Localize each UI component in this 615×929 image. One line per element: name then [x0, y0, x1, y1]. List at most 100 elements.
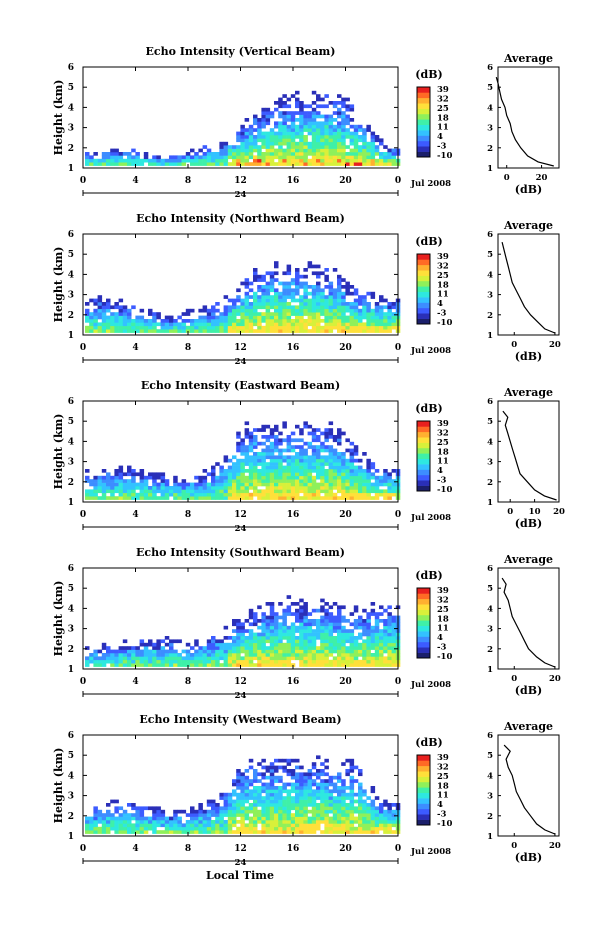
- echo-cell: [148, 322, 153, 327]
- echo-cell: [358, 492, 363, 497]
- echo-cell: [110, 315, 115, 320]
- echo-cell: [345, 462, 350, 466]
- y-tick-label: 6: [68, 230, 74, 240]
- echo-cell: [244, 308, 250, 313]
- echo-cell: [244, 479, 250, 483]
- echo-cell: [341, 663, 346, 667]
- echo-cell: [349, 792, 355, 797]
- echo-cell: [274, 455, 279, 460]
- echo-cell: [274, 308, 279, 313]
- echo-cell: [370, 629, 376, 633]
- echo-cell: [240, 298, 245, 303]
- echo-cell: [131, 806, 136, 811]
- echo-cell: [169, 820, 174, 824]
- colorbar-tick-label: 32: [437, 428, 449, 438]
- echo-cell: [181, 329, 187, 333]
- echo-cell: [341, 809, 346, 814]
- x-tick-label: 8: [185, 176, 191, 186]
- echo-cell: [240, 438, 245, 443]
- echo-cell: [122, 312, 128, 316]
- echo-cell: [97, 305, 103, 310]
- echo-cell: [320, 598, 325, 603]
- echo-cell: [282, 615, 287, 620]
- echo-cell: [169, 639, 174, 644]
- echo-cell: [148, 642, 153, 647]
- echo-cell: [391, 162, 397, 166]
- echo-cell: [274, 823, 279, 828]
- echo-cell: [370, 465, 376, 470]
- echo-cell: [261, 765, 266, 770]
- echo-cell: [248, 148, 254, 153]
- echo-cell: [362, 141, 367, 146]
- echo-cell: [248, 152, 254, 156]
- echo-cell: [122, 653, 128, 657]
- x-tick-label: 8: [185, 510, 191, 520]
- echo-cell: [194, 319, 199, 323]
- echo-cell: [232, 329, 237, 333]
- echo-cell: [311, 90, 317, 95]
- echo-cell: [202, 482, 208, 487]
- echo-cell: [332, 268, 338, 272]
- echo-cell: [257, 325, 262, 330]
- echo-cell: [223, 636, 229, 640]
- echo-cell: [358, 636, 363, 640]
- echo-cell: [131, 813, 136, 817]
- colorbar-tick-label: 39: [437, 85, 449, 95]
- echo-cell: [337, 496, 342, 500]
- y-tick-label: 2: [68, 311, 74, 321]
- echo-cell: [206, 308, 212, 313]
- echo-cell: [320, 114, 325, 119]
- echo-cell: [387, 803, 392, 807]
- echo-cell: [286, 322, 292, 327]
- echo-cell: [261, 496, 266, 500]
- echo-cell: [261, 826, 266, 831]
- echo-cell: [358, 479, 363, 483]
- echo-cell: [257, 646, 262, 650]
- echo-cell: [341, 138, 346, 143]
- echo-cell: [265, 479, 271, 483]
- echo-cell: [164, 319, 170, 323]
- echo-cell: [139, 162, 145, 166]
- echo-cell: [240, 496, 245, 500]
- echo-cell: [244, 295, 250, 299]
- echo-cell: [198, 803, 203, 807]
- echo-cell: [244, 452, 250, 456]
- echo-cell: [303, 448, 308, 453]
- echo-cell: [257, 315, 262, 320]
- echo-cell: [265, 114, 271, 119]
- echo-cell: [127, 465, 132, 470]
- echo-cell: [135, 329, 140, 333]
- echo-cell: [303, 455, 308, 460]
- echo-cell: [114, 496, 119, 500]
- echo-cell: [232, 803, 237, 807]
- echo-cell: [337, 632, 342, 637]
- colorbar-frame: [416, 587, 431, 659]
- echo-cell: [303, 486, 308, 490]
- echo-cell: [362, 325, 367, 330]
- echo-cell: [337, 639, 342, 644]
- average-frame: [497, 400, 560, 503]
- echo-cell: [379, 138, 384, 143]
- echo-cell: [261, 782, 266, 787]
- average-y-tick-label: 5: [487, 83, 493, 93]
- echo-cell: [286, 295, 292, 299]
- echo-cell: [89, 489, 94, 494]
- echo-cell: [295, 656, 300, 661]
- echo-cell: [307, 786, 313, 790]
- panel-1: Echo Intensity (Northward Beam)123456Hei…: [52, 212, 561, 367]
- echo-cell: [114, 329, 119, 333]
- echo-cell: [236, 462, 241, 466]
- echo-cell: [332, 796, 338, 800]
- echo-cell: [89, 656, 94, 661]
- echo-cell: [261, 820, 266, 824]
- echo-cell: [232, 639, 237, 644]
- echo-cell: [316, 472, 321, 477]
- echo-cell: [269, 281, 275, 286]
- echo-cell: [366, 308, 371, 313]
- echo-cell: [307, 124, 313, 129]
- echo-cell: [93, 830, 98, 834]
- echo-cell: [236, 803, 241, 807]
- echo-cell: [358, 622, 363, 627]
- echo-cell: [244, 312, 250, 316]
- colorbar-segment: [417, 636, 430, 643]
